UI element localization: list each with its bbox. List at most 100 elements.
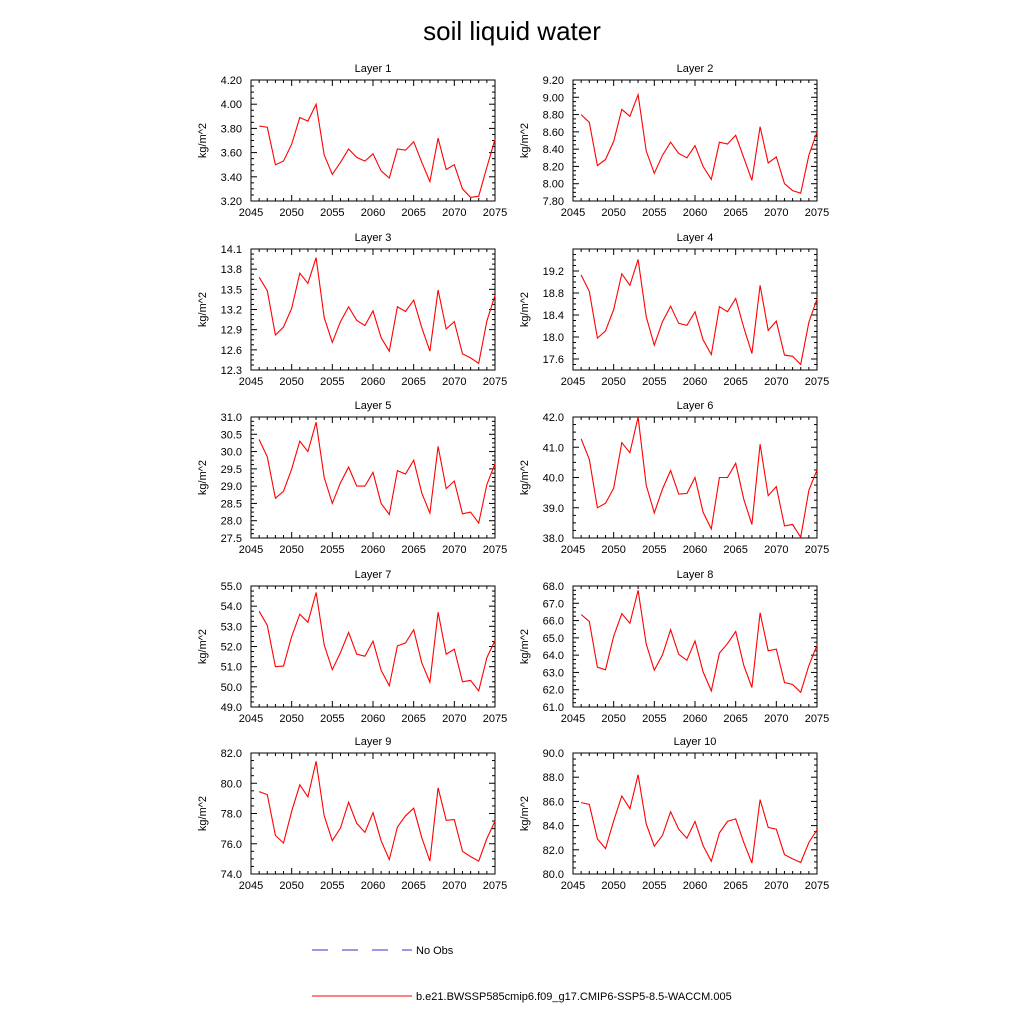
x-tick-label: 2060 [683,713,707,725]
y-tick-label: 90.0 [543,748,564,760]
x-tick-label: 2075 [805,544,829,556]
plot-frame [250,585,496,708]
plot-frame [250,248,496,371]
chart-panel-layer-4: Layer 4 kg/m^2 2045 2050 2055 2060 2065 2070 207… [519,232,829,388]
x-tick-label: 2060 [683,544,707,556]
x-tick-label: 2075 [805,207,829,219]
x-tick-label: 2045 [561,376,585,388]
x-tick-label: 2060 [683,880,707,892]
x-tick-label: 2070 [442,376,466,388]
x-tick-label: 2070 [764,544,788,556]
x-tick-label: 2065 [723,544,747,556]
x-tick-label: 2055 [642,544,666,556]
x-tick-label: 2050 [601,713,625,725]
y-tick-label: 40.0 [543,473,564,485]
series-line-layer-9 [258,761,496,862]
y-tick-label: 18.4 [543,310,564,322]
y-axis-label: kg/m^2 [197,629,209,664]
y-tick-label: 29.0 [221,481,242,493]
x-tick-label: 2055 [642,713,666,725]
y-tick-label: 49.0 [221,702,242,714]
y-axis-label: kg/m^2 [197,796,209,831]
y-tick-label: 61.0 [543,702,564,714]
panel-title: Layer 5 [355,400,392,412]
x-tick-label: 2050 [279,207,303,219]
y-axis-label: kg/m^2 [519,796,531,831]
chart-panel-layer-1: Layer 1 kg/m^2 2045 2050 2055 2060 2065 2070 207… [197,63,507,219]
x-tick-label: 2060 [361,880,385,892]
x-tick-label: 2055 [642,880,666,892]
y-tick-label: 4.20 [221,75,242,87]
chart-panel-layer-3: Layer 3 kg/m^2 2045 2050 2055 2060 2065 2070 207… [197,232,507,388]
panel-title: Layer 4 [677,232,714,244]
y-tick-label: 63.0 [543,667,564,679]
chart-panel-layer-2: Layer 2 kg/m^2 2045 2050 2055 2060 2065 2070 207… [519,63,829,219]
y-tick-label: 76.0 [221,839,242,851]
chart-panel-layer-10: Layer 10 kg/m^2 2045 2050 2055 2060 2065 2070 20… [519,736,829,892]
x-tick-label: 2050 [601,880,625,892]
figure-legend: No Obs b.e21.BWSSP585cmip6.f09_g17.CMIP6… [312,945,732,1003]
panel-title: Layer 10 [674,736,717,748]
y-tick-label: 66.0 [543,616,564,628]
y-tick-label: 62.0 [543,685,564,697]
y-tick-label: 29.5 [221,464,242,476]
x-tick-label: 2075 [805,376,829,388]
y-tick-label: 88.0 [543,772,564,784]
panel-title: Layer 8 [677,569,714,581]
y-tick-label: 55.0 [221,581,242,593]
y-tick-label: 12.3 [221,365,242,377]
x-tick-label: 2065 [401,713,425,725]
x-tick-label: 2065 [401,880,425,892]
y-axis-label: kg/m^2 [197,123,209,158]
panel-title: Layer 2 [677,63,714,75]
y-tick-label: 4.00 [221,99,242,111]
x-tick-label: 2065 [723,376,747,388]
y-tick-label: 12.9 [221,325,242,337]
y-tick-label: 13.8 [221,264,242,276]
y-tick-label: 82.0 [221,748,242,760]
x-tick-label: 2075 [483,880,507,892]
x-tick-label: 2060 [361,207,385,219]
y-tick-label: 41.0 [543,442,564,454]
series-line-layer-7 [258,592,496,693]
legend-label-model-run: b.e21.BWSSP585cmip6.f09_g17.CMIP6-SSP5-8… [416,991,732,1003]
chart-panel-layer-7: Layer 7 kg/m^2 2045 2050 2055 2060 2065 2070 207… [197,569,507,725]
y-tick-label: 3.60 [221,148,242,160]
series-line-layer-6 [580,416,818,539]
y-tick-label: 9.20 [543,75,564,87]
x-tick-label: 2045 [239,880,263,892]
y-tick-label: 74.0 [221,869,242,881]
x-tick-label: 2055 [642,376,666,388]
series-line-layer-2 [580,92,818,194]
y-tick-label: 50.0 [221,682,242,694]
y-tick-label: 68.0 [543,581,564,593]
y-tick-label: 67.0 [543,598,564,610]
chart-panel-layer-5: Layer 5 kg/m^2 2045 2050 2055 2060 2065 2070 207… [197,400,507,556]
y-tick-label: 13.2 [221,305,242,317]
y-tick-label: 3.40 [221,172,242,184]
series-line-layer-3 [258,257,496,365]
y-tick-label: 65.0 [543,633,564,645]
plot-frame [250,79,496,202]
x-tick-label: 2070 [764,713,788,725]
x-tick-label: 2055 [320,207,344,219]
y-tick-label: 86.0 [543,796,564,808]
y-tick-label: 27.5 [221,533,242,545]
x-tick-label: 2075 [483,544,507,556]
y-tick-label: 42.0 [543,412,564,424]
y-tick-label: 8.20 [543,161,564,173]
y-tick-label: 18.0 [543,332,564,344]
y-tick-label: 18.8 [543,288,564,300]
x-tick-label: 2070 [764,376,788,388]
y-tick-label: 39.0 [543,503,564,515]
chart-panel-layer-6: Layer 6 kg/m^2 2045 2050 2055 2060 2065 2070 207… [519,400,829,556]
y-tick-label: 7.80 [543,196,564,208]
x-tick-label: 2045 [561,544,585,556]
y-tick-label: 53.0 [221,621,242,633]
x-tick-label: 2055 [642,207,666,219]
plot-frame [572,585,818,708]
x-tick-label: 2070 [442,544,466,556]
y-tick-label: 30.5 [221,429,242,441]
x-tick-label: 2075 [805,880,829,892]
